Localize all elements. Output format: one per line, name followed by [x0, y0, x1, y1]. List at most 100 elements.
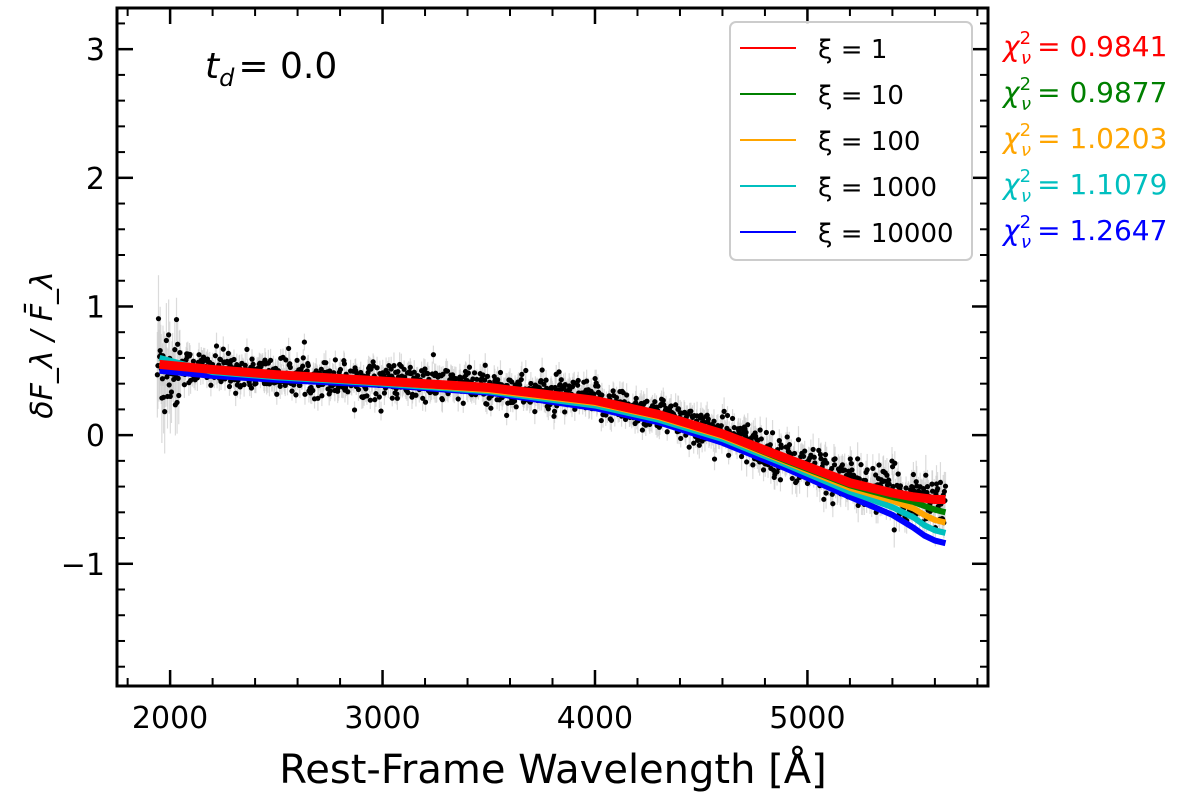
data-point	[167, 393, 173, 400]
data-point	[405, 390, 411, 396]
data-point	[364, 393, 370, 399]
data-point	[691, 440, 697, 446]
data-point	[465, 370, 471, 376]
x-tick-label: 3000	[344, 701, 420, 736]
data-point	[358, 369, 364, 376]
data-point	[903, 485, 909, 491]
data-point	[562, 409, 568, 415]
data-point	[910, 471, 917, 478]
data-point	[892, 460, 898, 466]
data-point	[695, 437, 701, 443]
data-point	[551, 413, 557, 419]
data-point	[737, 425, 744, 431]
data-point	[777, 477, 784, 483]
data-point	[177, 350, 183, 356]
data-point	[575, 377, 581, 384]
data-point	[482, 362, 488, 368]
data-point	[935, 486, 941, 492]
data-point	[376, 394, 382, 400]
data-point	[624, 392, 630, 398]
data-point	[829, 491, 835, 497]
chi-square-label: χ2 ν = 1.1079	[1001, 166, 1167, 207]
data-point	[319, 393, 325, 399]
annotation-value: = 0.0	[238, 46, 337, 87]
legend-label: ξ = 100	[818, 127, 920, 157]
data-point	[173, 316, 180, 323]
data-point	[821, 496, 827, 502]
data-point	[673, 402, 679, 408]
data-point	[480, 372, 486, 378]
data-point	[294, 357, 300, 363]
y-tick-label: 0	[86, 419, 105, 454]
data-point	[575, 382, 581, 388]
data-point	[541, 381, 547, 387]
data-point	[354, 370, 360, 376]
data-point	[726, 452, 732, 458]
data-point	[929, 481, 935, 487]
data-point	[218, 378, 224, 385]
data-point	[532, 408, 538, 415]
data-point	[855, 456, 861, 462]
data-point	[300, 363, 306, 369]
data-point	[595, 383, 601, 389]
data-point	[286, 345, 292, 352]
data-point	[842, 467, 848, 473]
data-point	[394, 395, 400, 401]
y-tick-label: 3	[86, 33, 105, 68]
data-point	[870, 465, 876, 472]
y-axis-title: δF_λ / F̄_λ	[24, 271, 60, 419]
data-point	[873, 472, 879, 478]
data-point	[830, 501, 836, 507]
data-point	[495, 377, 501, 383]
data-point	[497, 369, 504, 376]
data-point	[332, 357, 338, 363]
data-point	[556, 369, 562, 375]
data-point	[187, 351, 193, 358]
annotation-subscript: d	[219, 64, 235, 92]
y-tick-label: 1	[86, 290, 105, 325]
legend-label: ξ = 10000	[818, 219, 954, 249]
data-point	[287, 364, 293, 370]
data-point	[509, 379, 515, 385]
data-point	[176, 392, 182, 399]
data-point	[924, 489, 930, 496]
data-point	[924, 484, 931, 490]
y-tick-label: 2	[86, 162, 105, 197]
data-point	[213, 343, 220, 349]
legend-box	[729, 21, 973, 261]
data-point	[856, 476, 862, 482]
data-point	[633, 400, 639, 406]
data-point	[471, 370, 478, 376]
data-point	[323, 360, 329, 366]
data-point	[890, 483, 896, 490]
x-axis-title: Rest-Frame Wavelength [Å]	[279, 745, 826, 793]
data-point	[688, 408, 694, 414]
data-point	[610, 388, 616, 394]
data-point	[847, 456, 853, 462]
x-tick-label: 5000	[769, 701, 845, 736]
data-point	[225, 350, 231, 356]
data-point	[816, 447, 822, 453]
data-point	[678, 435, 684, 442]
data-point	[831, 462, 838, 468]
data-point	[374, 365, 380, 371]
data-point	[543, 377, 549, 383]
data-point	[933, 481, 940, 487]
data-point	[643, 422, 649, 428]
data-point	[388, 366, 394, 372]
data-point	[545, 406, 551, 412]
data-point	[731, 424, 737, 431]
data-point	[289, 388, 295, 394]
data-point	[355, 386, 362, 393]
data-point	[937, 479, 944, 486]
data-point	[244, 346, 250, 352]
data-point	[160, 394, 167, 400]
data-point	[157, 347, 163, 354]
data-point	[504, 412, 510, 418]
data-point	[686, 444, 692, 450]
data-point	[599, 392, 605, 398]
data-point	[460, 400, 466, 406]
tick-labels: 2000 3000 4000 5000 −1 0 1 2 3	[61, 33, 846, 736]
data-point	[551, 408, 558, 414]
